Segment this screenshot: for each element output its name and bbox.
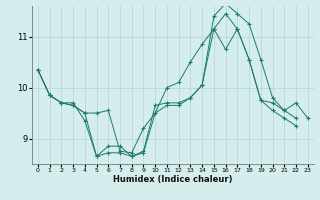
X-axis label: Humidex (Indice chaleur): Humidex (Indice chaleur) [113, 175, 233, 184]
